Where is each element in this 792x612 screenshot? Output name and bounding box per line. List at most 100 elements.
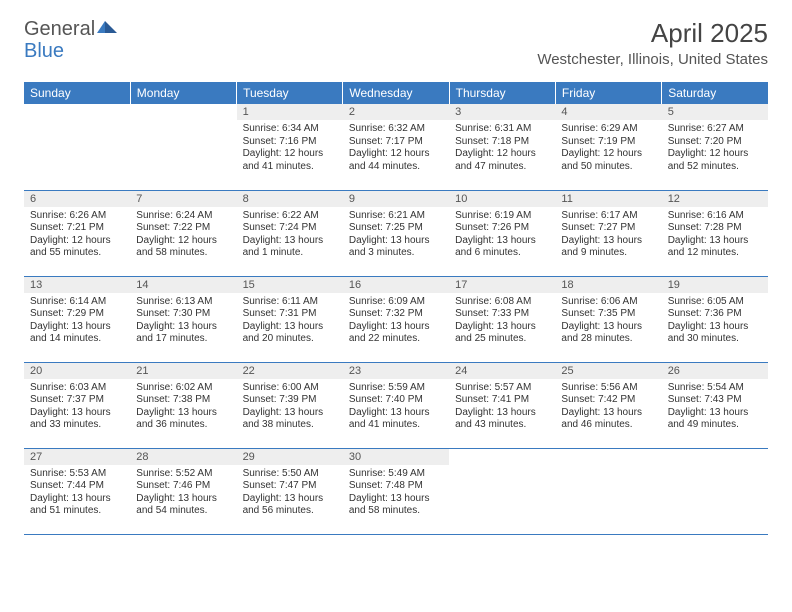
sunrise-text: Sunrise: 6:11 AM (243, 296, 337, 309)
location-text: Westchester, Illinois, United States (537, 51, 768, 68)
title-block: April 2025 Westchester, Illinois, United… (537, 18, 768, 68)
sunrise-text: Sunrise: 6:00 AM (243, 382, 337, 395)
day-number: 28 (130, 449, 236, 465)
logo: General (24, 18, 119, 41)
daylight-text: Daylight: 13 hours and 14 minutes. (30, 321, 124, 346)
sunset-text: Sunset: 7:22 PM (136, 222, 230, 235)
daylight-text: Daylight: 13 hours and 17 minutes. (136, 321, 230, 346)
calendar-cell: 12Sunrise: 6:16 AMSunset: 7:28 PMDayligh… (662, 190, 768, 276)
calendar-cell: 16Sunrise: 6:09 AMSunset: 7:32 PMDayligh… (343, 276, 449, 362)
sunrise-text: Sunrise: 6:17 AM (561, 210, 655, 223)
calendar-week: 1Sunrise: 6:34 AMSunset: 7:16 PMDaylight… (24, 104, 768, 190)
daylight-text: Daylight: 13 hours and 54 minutes. (136, 493, 230, 518)
day-number: 23 (343, 363, 449, 379)
day-number: 18 (555, 277, 661, 293)
sunset-text: Sunset: 7:24 PM (243, 222, 337, 235)
day-number: 25 (555, 363, 661, 379)
day-header: Sunday (24, 82, 130, 104)
daylight-text: Daylight: 12 hours and 41 minutes. (243, 148, 337, 173)
sunset-text: Sunset: 7:35 PM (561, 308, 655, 321)
sunrise-text: Sunrise: 5:54 AM (668, 382, 762, 395)
day-body: Sunrise: 6:00 AMSunset: 7:39 PMDaylight:… (237, 379, 343, 435)
day-number: 15 (237, 277, 343, 293)
logo-text-general: General (24, 18, 95, 41)
day-body: Sunrise: 6:31 AMSunset: 7:18 PMDaylight:… (449, 120, 555, 176)
daylight-text: Daylight: 13 hours and 3 minutes. (349, 235, 443, 260)
daylight-text: Daylight: 13 hours and 58 minutes. (349, 493, 443, 518)
sunrise-text: Sunrise: 6:31 AM (455, 123, 549, 136)
day-number: 20 (24, 363, 130, 379)
day-body: Sunrise: 5:50 AMSunset: 7:47 PMDaylight:… (237, 465, 343, 521)
sunset-text: Sunset: 7:32 PM (349, 308, 443, 321)
day-number: 1 (237, 104, 343, 120)
calendar-header-row: SundayMondayTuesdayWednesdayThursdayFrid… (24, 82, 768, 104)
page-title: April 2025 (537, 18, 768, 49)
sunset-text: Sunset: 7:30 PM (136, 308, 230, 321)
daylight-text: Daylight: 12 hours and 44 minutes. (349, 148, 443, 173)
day-number: 10 (449, 191, 555, 207)
header: General April 2025 Westchester, Illinois… (0, 0, 792, 74)
day-body: Sunrise: 6:29 AMSunset: 7:19 PMDaylight:… (555, 120, 661, 176)
calendar-cell (555, 448, 661, 534)
sunset-text: Sunset: 7:18 PM (455, 136, 549, 149)
sunset-text: Sunset: 7:37 PM (30, 394, 124, 407)
daylight-text: Daylight: 13 hours and 20 minutes. (243, 321, 337, 346)
sunrise-text: Sunrise: 5:49 AM (349, 468, 443, 481)
calendar-cell: 4Sunrise: 6:29 AMSunset: 7:19 PMDaylight… (555, 104, 661, 190)
day-number: 12 (662, 191, 768, 207)
day-number: 24 (449, 363, 555, 379)
sunset-text: Sunset: 7:27 PM (561, 222, 655, 235)
day-number: 14 (130, 277, 236, 293)
calendar-cell: 15Sunrise: 6:11 AMSunset: 7:31 PMDayligh… (237, 276, 343, 362)
calendar-cell: 29Sunrise: 5:50 AMSunset: 7:47 PMDayligh… (237, 448, 343, 534)
day-number: 6 (24, 191, 130, 207)
sunset-text: Sunset: 7:21 PM (30, 222, 124, 235)
day-body: Sunrise: 6:06 AMSunset: 7:35 PMDaylight:… (555, 293, 661, 349)
calendar-cell: 21Sunrise: 6:02 AMSunset: 7:38 PMDayligh… (130, 362, 236, 448)
day-header: Saturday (662, 82, 768, 104)
sunrise-text: Sunrise: 6:14 AM (30, 296, 124, 309)
day-header: Tuesday (237, 82, 343, 104)
sunrise-text: Sunrise: 5:56 AM (561, 382, 655, 395)
calendar-cell: 3Sunrise: 6:31 AMSunset: 7:18 PMDaylight… (449, 104, 555, 190)
sunrise-text: Sunrise: 5:53 AM (30, 468, 124, 481)
sunrise-text: Sunrise: 5:50 AM (243, 468, 337, 481)
logo-mark-icon (97, 19, 119, 40)
sunset-text: Sunset: 7:36 PM (668, 308, 762, 321)
sunset-text: Sunset: 7:42 PM (561, 394, 655, 407)
day-header: Monday (130, 82, 236, 104)
calendar-week: 20Sunrise: 6:03 AMSunset: 7:37 PMDayligh… (24, 362, 768, 448)
calendar-cell (130, 104, 236, 190)
day-header: Friday (555, 82, 661, 104)
day-body: Sunrise: 5:57 AMSunset: 7:41 PMDaylight:… (449, 379, 555, 435)
day-number: 13 (24, 277, 130, 293)
sunset-text: Sunset: 7:26 PM (455, 222, 549, 235)
day-header: Thursday (449, 82, 555, 104)
day-body: Sunrise: 6:02 AMSunset: 7:38 PMDaylight:… (130, 379, 236, 435)
calendar-body: 1Sunrise: 6:34 AMSunset: 7:16 PMDaylight… (24, 104, 768, 534)
sunrise-text: Sunrise: 6:32 AM (349, 123, 443, 136)
daylight-text: Daylight: 13 hours and 38 minutes. (243, 407, 337, 432)
sunset-text: Sunset: 7:41 PM (455, 394, 549, 407)
calendar-cell: 24Sunrise: 5:57 AMSunset: 7:41 PMDayligh… (449, 362, 555, 448)
calendar-cell (662, 448, 768, 534)
daylight-text: Daylight: 13 hours and 1 minute. (243, 235, 337, 260)
calendar-cell: 14Sunrise: 6:13 AMSunset: 7:30 PMDayligh… (130, 276, 236, 362)
day-number: 27 (24, 449, 130, 465)
calendar-cell: 23Sunrise: 5:59 AMSunset: 7:40 PMDayligh… (343, 362, 449, 448)
day-body: Sunrise: 6:26 AMSunset: 7:21 PMDaylight:… (24, 207, 130, 263)
daylight-text: Daylight: 13 hours and 56 minutes. (243, 493, 337, 518)
sunset-text: Sunset: 7:38 PM (136, 394, 230, 407)
calendar-cell: 13Sunrise: 6:14 AMSunset: 7:29 PMDayligh… (24, 276, 130, 362)
sunrise-text: Sunrise: 6:09 AM (349, 296, 443, 309)
daylight-text: Daylight: 13 hours and 49 minutes. (668, 407, 762, 432)
daylight-text: Daylight: 13 hours and 22 minutes. (349, 321, 443, 346)
sunrise-text: Sunrise: 6:27 AM (668, 123, 762, 136)
day-number: 29 (237, 449, 343, 465)
sunrise-text: Sunrise: 6:22 AM (243, 210, 337, 223)
daylight-text: Daylight: 13 hours and 36 minutes. (136, 407, 230, 432)
day-body: Sunrise: 6:09 AMSunset: 7:32 PMDaylight:… (343, 293, 449, 349)
sunset-text: Sunset: 7:46 PM (136, 480, 230, 493)
day-number: 22 (237, 363, 343, 379)
sunrise-text: Sunrise: 6:34 AM (243, 123, 337, 136)
